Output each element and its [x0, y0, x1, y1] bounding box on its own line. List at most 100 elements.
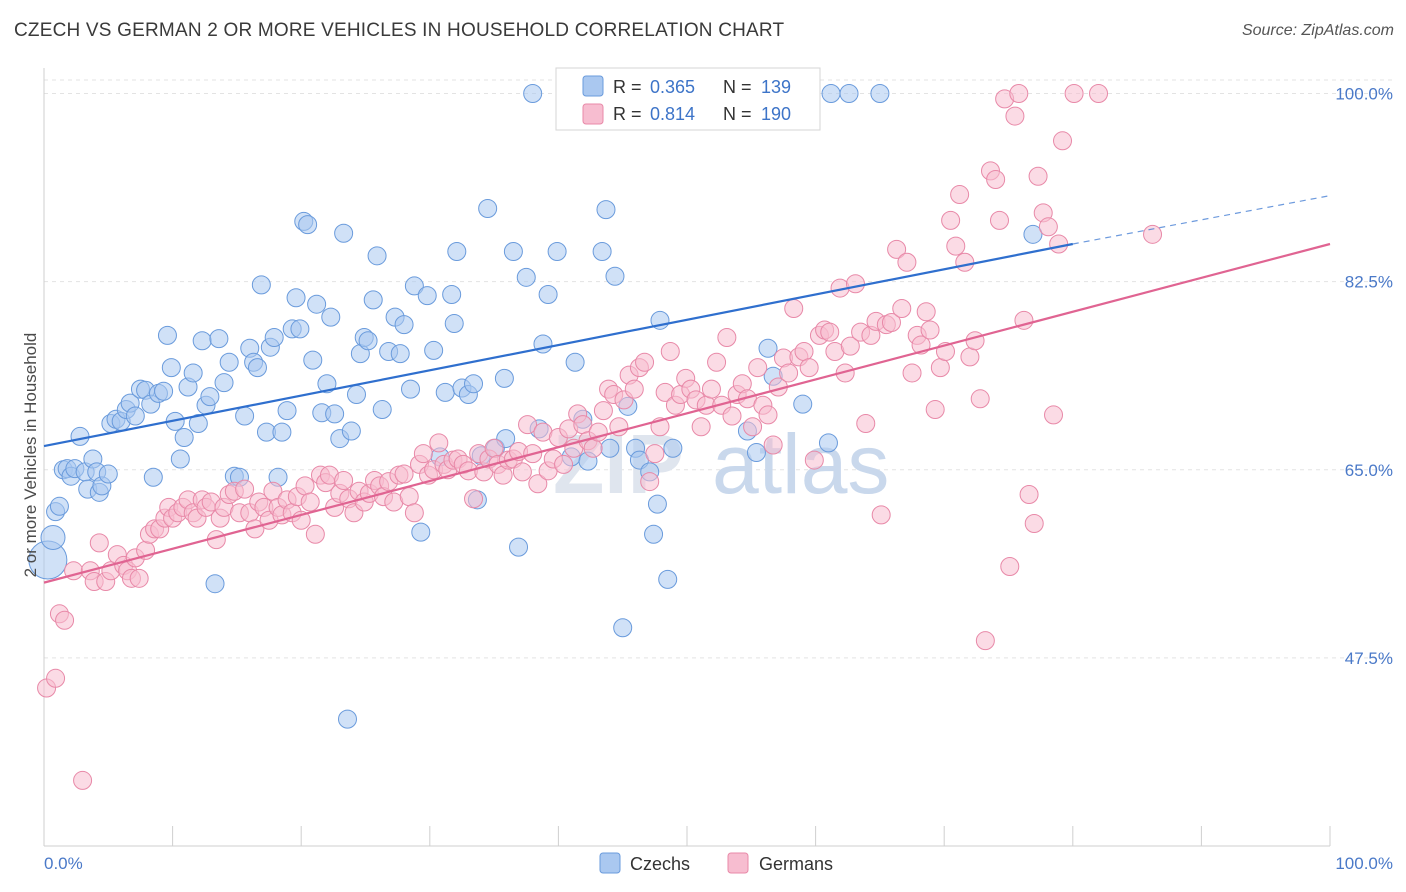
german-point	[975, 631, 995, 651]
german-point	[799, 358, 819, 378]
german-point	[743, 417, 763, 437]
czech-point	[565, 352, 585, 372]
german-point	[609, 417, 629, 437]
german-point	[1019, 484, 1039, 504]
german-point	[892, 299, 912, 318]
german-point	[640, 472, 660, 492]
german-point	[484, 438, 504, 458]
german-point	[946, 236, 966, 256]
czech-point	[219, 352, 239, 372]
german-point	[960, 347, 980, 367]
czech-point	[658, 569, 678, 589]
czech-point	[363, 290, 383, 310]
german-point	[820, 322, 840, 342]
czech-point	[758, 338, 778, 358]
czech-point	[247, 358, 267, 378]
tick-labels: 47.5% 65.0% 82.5% 100.0% 0.0% 100.0%	[44, 85, 1393, 874]
german-point	[394, 464, 414, 484]
german-point	[1024, 514, 1044, 533]
german-point	[916, 302, 936, 322]
german-point	[1038, 217, 1058, 237]
czech-point	[70, 426, 90, 446]
german-point	[856, 414, 876, 434]
y-tick-label-2: 82.5%	[1345, 273, 1393, 292]
german-point	[1028, 166, 1048, 186]
german-point	[701, 379, 721, 399]
czech-point	[503, 242, 523, 262]
czech-point	[509, 537, 529, 557]
czech-point	[154, 381, 174, 401]
german-point	[235, 479, 255, 499]
german-point	[334, 471, 354, 490]
series-legend: Czechs Germans	[599, 852, 833, 874]
german-point	[305, 524, 325, 544]
czech-point	[321, 307, 341, 327]
czech-point	[464, 374, 484, 394]
czech-point	[188, 414, 208, 434]
german-point	[1005, 106, 1025, 126]
german-point	[989, 210, 1009, 230]
source-label: Source: ZipAtlas.com	[1241, 22, 1394, 39]
german-point	[920, 320, 940, 340]
czech-point	[125, 406, 145, 426]
czech-point	[818, 433, 838, 453]
trend-lines	[43, 195, 1331, 584]
czech-point	[417, 286, 437, 306]
czechs-trend-line	[43, 242, 1074, 448]
czech-point	[401, 379, 421, 399]
czech-point	[647, 494, 667, 514]
german-point	[129, 568, 149, 588]
czech-point	[214, 373, 234, 393]
german-point	[845, 274, 865, 294]
german-point	[897, 252, 917, 272]
german-point	[955, 252, 975, 272]
czech-point	[337, 709, 357, 729]
german-point	[413, 444, 433, 464]
czech-point	[346, 385, 366, 404]
czech-point	[290, 319, 310, 339]
czechs-n-value: 139	[761, 77, 791, 97]
czech-point	[209, 329, 229, 349]
german-point	[717, 328, 737, 348]
czech-point	[494, 368, 514, 388]
czech-point	[192, 331, 212, 351]
german-point	[748, 358, 768, 378]
czech-point	[404, 276, 424, 296]
german-point	[691, 417, 711, 437]
german-point	[930, 358, 950, 378]
czech-point	[341, 421, 361, 441]
german-point	[871, 505, 891, 525]
czech-point	[170, 449, 190, 469]
german-point	[624, 379, 644, 399]
czech-point	[372, 400, 392, 420]
czechs-r-label: R =	[613, 77, 642, 97]
germans-legend-swatch	[582, 103, 604, 125]
czechs-legend-swatch	[582, 75, 604, 97]
stats-legend: R = 0.365 N = 139 R = 0.814 N = 190	[555, 67, 821, 131]
german-point	[902, 363, 922, 383]
czech-point	[390, 344, 410, 364]
axes	[43, 68, 1331, 847]
german-point	[1053, 131, 1073, 151]
german-point	[645, 444, 665, 464]
czech-point	[447, 242, 467, 262]
german-point	[1044, 405, 1064, 425]
czech-point	[592, 242, 612, 262]
german-point	[840, 336, 860, 356]
german-point	[295, 476, 315, 496]
german-point	[554, 454, 574, 474]
czech-point	[235, 406, 255, 426]
czech-point	[143, 467, 163, 487]
czechs-points	[28, 84, 1043, 729]
german-point	[660, 342, 680, 361]
german-point	[300, 492, 320, 512]
germans-n-value: 190	[761, 104, 791, 124]
czech-point	[40, 524, 66, 550]
y-tick-label-3: 100.0%	[1335, 85, 1393, 104]
czech-point	[49, 496, 69, 516]
czech-point	[334, 223, 354, 243]
german-point	[399, 487, 419, 507]
czech-point	[200, 387, 220, 407]
czech-point	[174, 428, 194, 447]
